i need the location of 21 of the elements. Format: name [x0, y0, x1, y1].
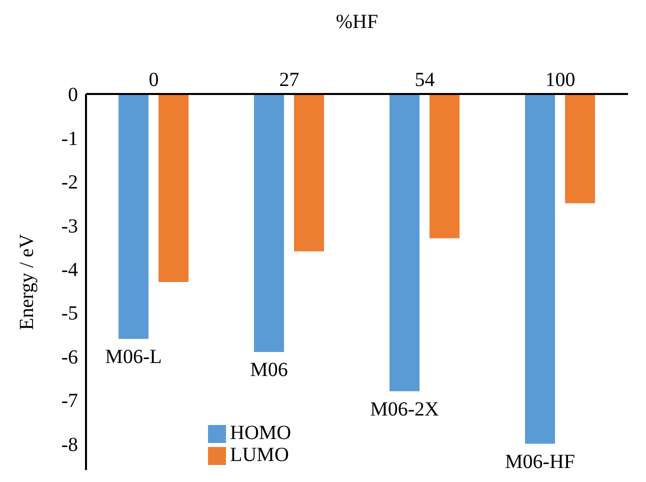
y-tick-label: -2	[61, 172, 78, 194]
y-axis-title: Energy / eV	[16, 233, 38, 330]
y-tick-label: -7	[61, 390, 78, 412]
y-tick-label: -8	[61, 434, 78, 456]
y-tick-label: -1	[61, 128, 78, 150]
y-tick-label: 0	[68, 84, 78, 106]
annotation: M06-2X	[370, 398, 440, 420]
annotation: M06	[250, 358, 288, 381]
x-tick-label: 27	[279, 69, 300, 91]
annotation: M06-L	[105, 346, 162, 368]
legend-label: LUMO	[230, 444, 289, 466]
x2-axis-title: %HF	[336, 11, 378, 34]
x-tick-label: 0	[148, 69, 159, 91]
legend-label: HOMO	[230, 422, 292, 444]
x-tick-label: 100	[545, 69, 576, 91]
y-tick-label: -5	[61, 302, 78, 325]
annotation: M06-HF	[505, 450, 576, 473]
x-tick-label: 54	[414, 69, 435, 91]
y-tick-label: -6	[61, 346, 78, 368]
y-tick-label: -3	[61, 215, 78, 238]
y-tick-label: -4	[61, 258, 78, 281]
